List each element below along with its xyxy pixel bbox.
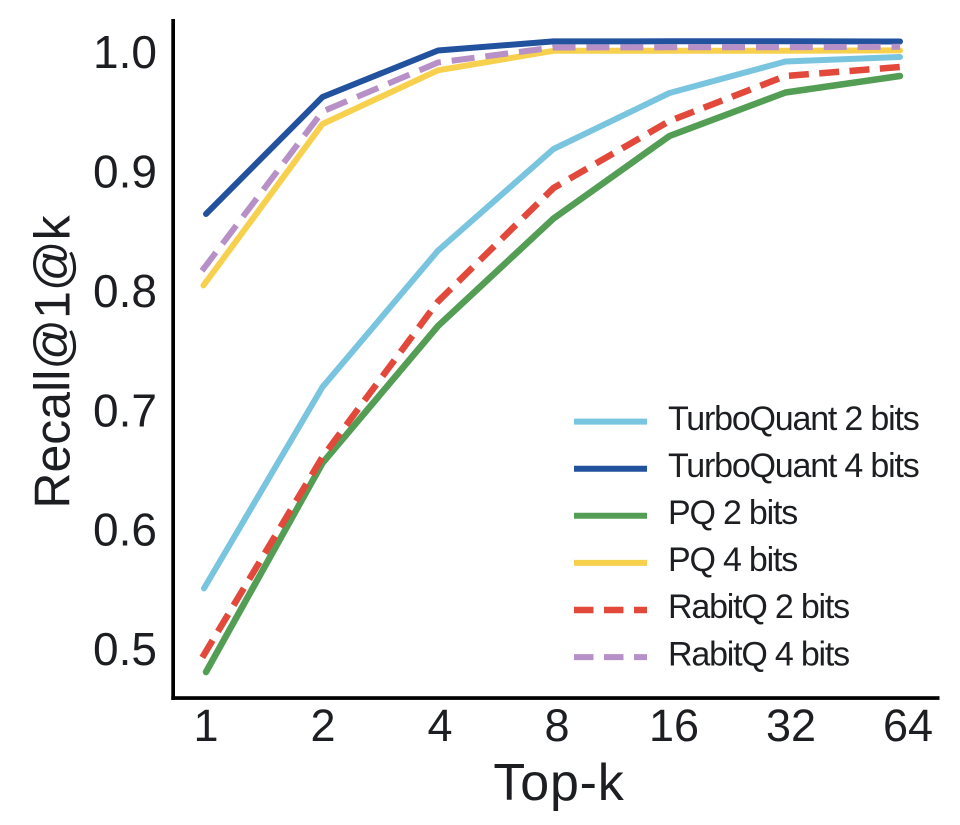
svg-text:TurboQuant 2 bits: TurboQuant 2 bits bbox=[668, 400, 919, 438]
svg-text:TurboQuant 4 bits: TurboQuant 4 bits bbox=[668, 447, 919, 485]
svg-text:4: 4 bbox=[427, 700, 452, 751]
svg-text:1.0: 1.0 bbox=[93, 26, 157, 78]
svg-text:32: 32 bbox=[766, 700, 816, 751]
svg-text:16: 16 bbox=[649, 700, 699, 751]
svg-text:0.8: 0.8 bbox=[93, 265, 157, 317]
svg-text:0.5: 0.5 bbox=[93, 623, 157, 675]
svg-text:RabitQ 4 bits: RabitQ 4 bits bbox=[668, 635, 849, 673]
svg-text:RabitQ 2 bits: RabitQ 2 bits bbox=[668, 588, 849, 626]
svg-text:Top-k: Top-k bbox=[493, 754, 624, 812]
svg-text:PQ 4 bits: PQ 4 bits bbox=[668, 541, 797, 579]
svg-text:1: 1 bbox=[193, 700, 218, 751]
svg-text:0.9: 0.9 bbox=[93, 146, 157, 198]
svg-text:2: 2 bbox=[310, 700, 335, 751]
svg-text:64: 64 bbox=[883, 700, 933, 751]
svg-text:PQ 2 bits: PQ 2 bits bbox=[668, 494, 797, 532]
svg-text:0.6: 0.6 bbox=[93, 504, 157, 556]
svg-text:0.7: 0.7 bbox=[93, 384, 157, 436]
svg-text:Recall@1@k: Recall@1@k bbox=[25, 214, 81, 508]
svg-text:8: 8 bbox=[544, 700, 569, 751]
